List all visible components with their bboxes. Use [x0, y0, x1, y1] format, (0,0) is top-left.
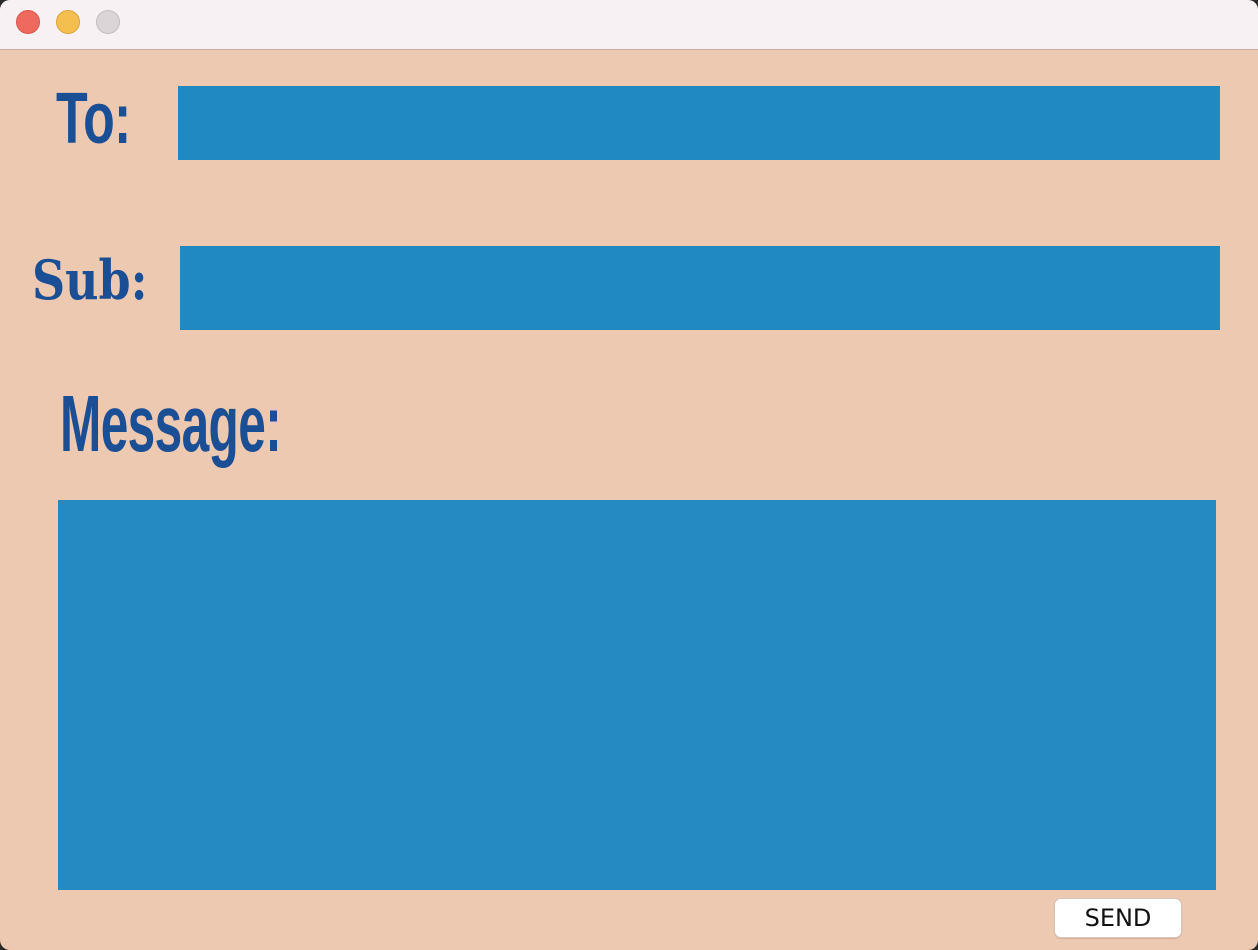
close-window-button[interactable] [16, 10, 40, 34]
title-bar [0, 0, 1258, 50]
subject-field[interactable] [180, 246, 1220, 330]
message-label: Message: [60, 379, 282, 468]
send-button[interactable]: SEND [1054, 898, 1182, 938]
subject-label: Sub: [32, 248, 148, 312]
zoom-window-button[interactable] [96, 10, 120, 34]
to-label: To: [56, 79, 131, 159]
message-field[interactable] [58, 500, 1216, 890]
to-field[interactable] [178, 86, 1220, 160]
minimize-window-button[interactable] [56, 10, 80, 34]
